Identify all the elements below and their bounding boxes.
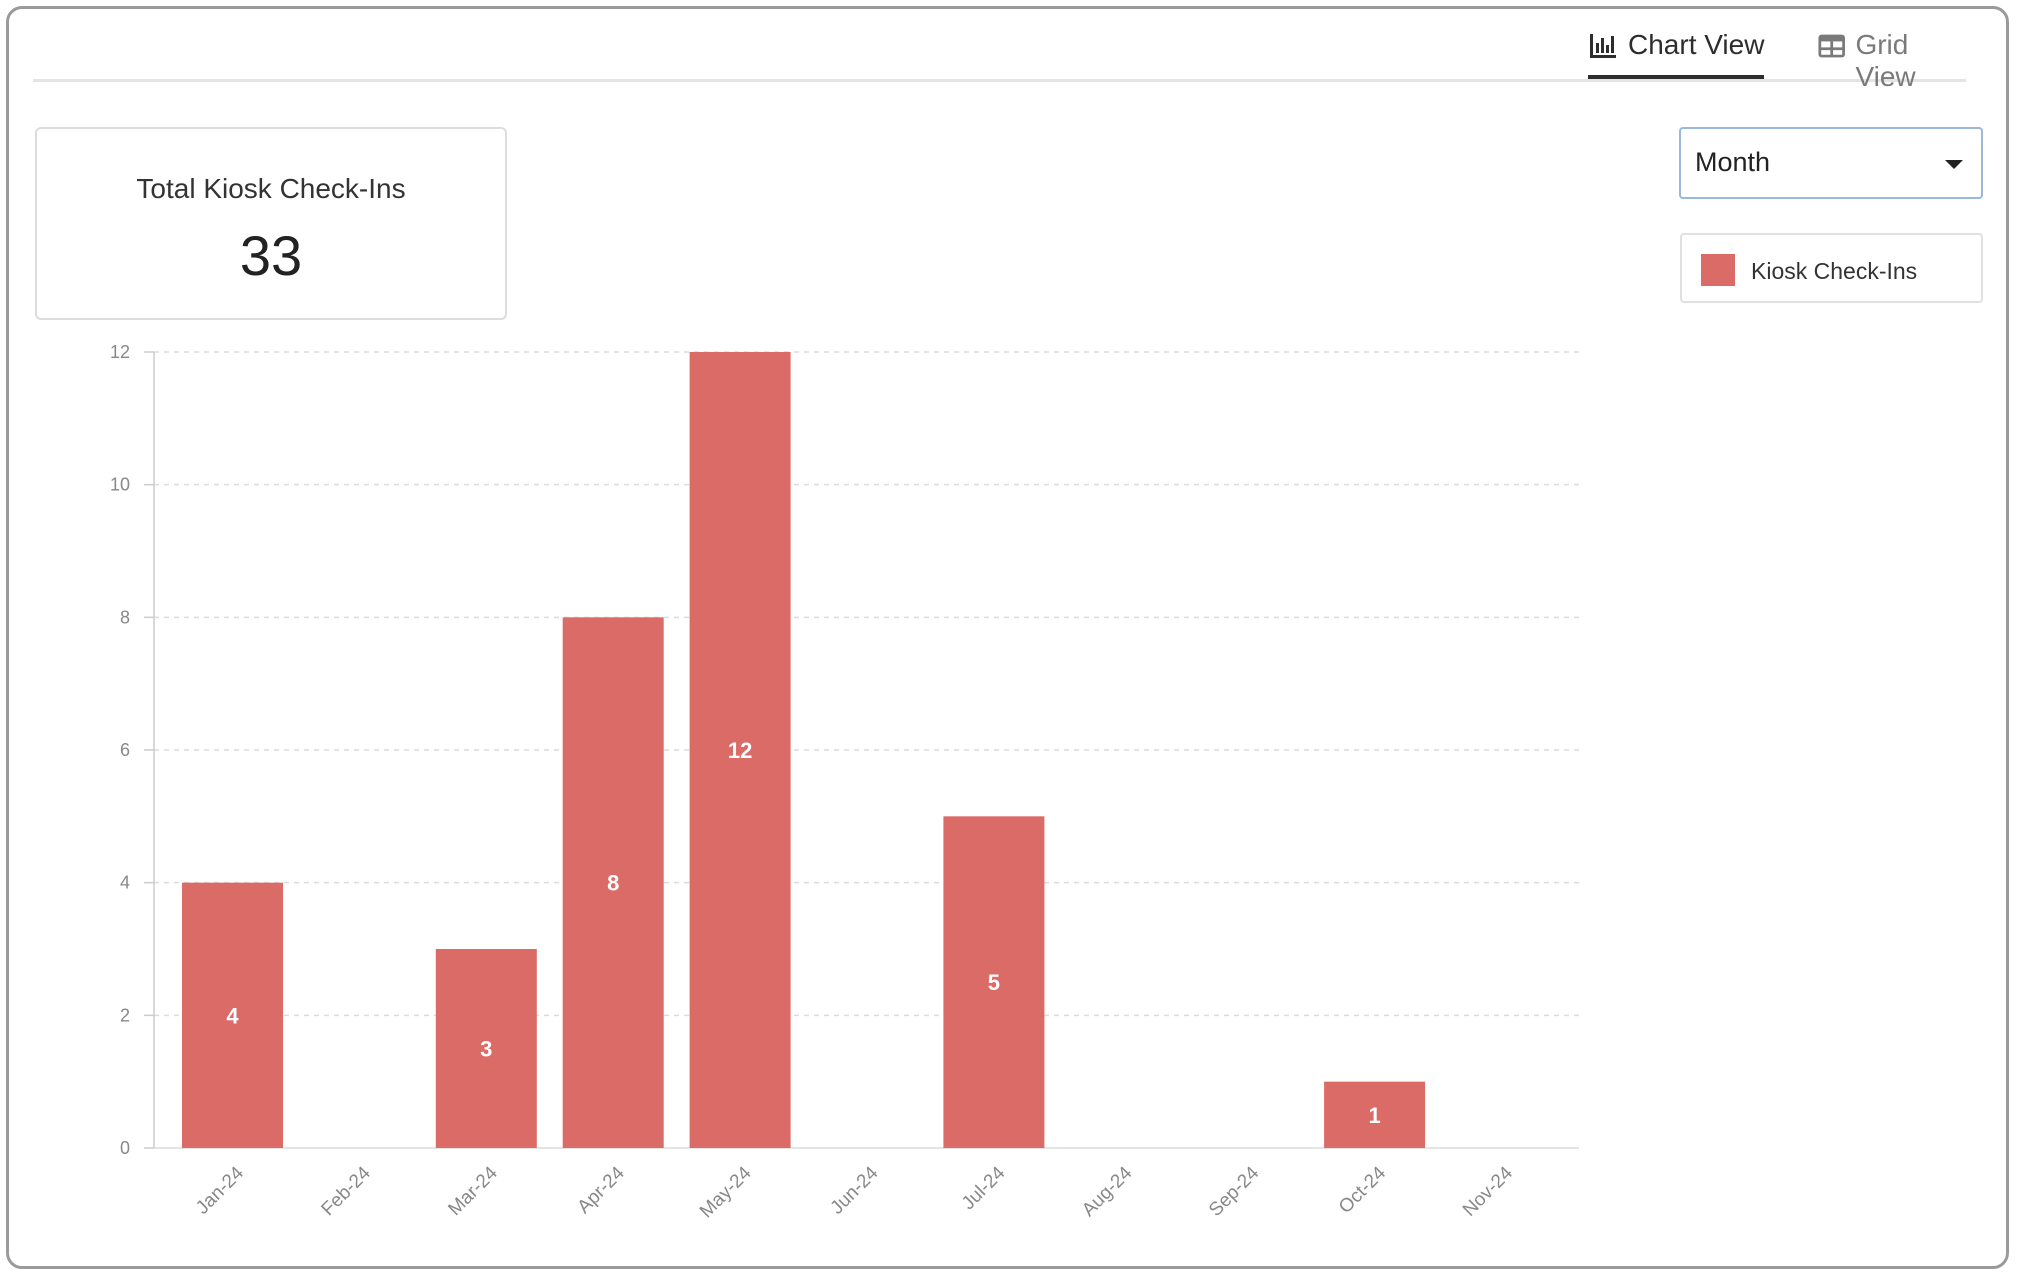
x-tick-label: Aug-24 bbox=[1078, 1162, 1136, 1220]
chevron-down-icon bbox=[1945, 160, 1963, 169]
x-tick-label: Jun-24 bbox=[827, 1162, 883, 1218]
x-tick-label: Nov-24 bbox=[1459, 1162, 1517, 1220]
x-tick-label: Apr-24 bbox=[574, 1162, 629, 1217]
total-kiosk-checkins-card: Total Kiosk Check-Ins 33 bbox=[35, 127, 507, 320]
y-tick-label: 2 bbox=[120, 1005, 130, 1025]
view-tabs: Chart View Grid View bbox=[33, 9, 1966, 92]
bar bbox=[689, 352, 791, 1148]
bar-value-label: 3 bbox=[480, 1037, 492, 1062]
grid-icon bbox=[1818, 34, 1845, 58]
total-card-label: Total Kiosk Check-Ins bbox=[136, 173, 406, 204]
y-tick-label: 8 bbox=[120, 607, 130, 627]
bar-chart-icon bbox=[1590, 34, 1616, 58]
bar bbox=[1324, 1081, 1426, 1148]
period-select[interactable]: Month bbox=[1679, 127, 1983, 199]
bar-value-label: 5 bbox=[988, 970, 1000, 995]
y-tick-label: 0 bbox=[120, 1138, 130, 1158]
x-tick-label: Feb-24 bbox=[318, 1162, 376, 1220]
period-select-value: Month bbox=[1695, 147, 1771, 177]
bar bbox=[943, 816, 1045, 1148]
bar-value-label: 12 bbox=[728, 738, 752, 763]
legend-swatch bbox=[1701, 254, 1735, 286]
x-tick-label: Oct-24 bbox=[1335, 1162, 1390, 1217]
legend-label: Kiosk Check-Ins bbox=[1751, 258, 1918, 284]
kiosk-checkins-bar-chart: 0 2 4 6 8 10 12 4 Jan-24 Feb-24 3 Mar-24 8 Apr-24 12 Ma… bbox=[110, 342, 1579, 1222]
tab-grid-view[interactable]: Grid View bbox=[1818, 29, 1966, 92]
bar-value-label: 1 bbox=[1368, 1103, 1380, 1128]
chart-legend: Kiosk Check-Ins bbox=[1680, 233, 1983, 303]
bar-value-label: 4 bbox=[226, 1003, 239, 1028]
x-tick-label: Mar-24 bbox=[444, 1162, 502, 1220]
y-tick-label: 12 bbox=[110, 342, 130, 362]
x-tick-label: May-24 bbox=[696, 1162, 756, 1222]
x-tick-label: Sep-24 bbox=[1205, 1162, 1263, 1220]
bar bbox=[182, 882, 283, 1148]
bar bbox=[562, 617, 664, 1148]
y-tick-label: 10 bbox=[110, 475, 130, 495]
dashboard-panel: Chart View Grid View Total Kiosk Check-I… bbox=[6, 6, 2009, 1269]
x-tick-label: Jul-24 bbox=[958, 1162, 1010, 1214]
bar-value-label: 8 bbox=[607, 871, 619, 896]
tab-chart-view-label: Chart View bbox=[1628, 29, 1765, 60]
tab-grid-view-label: Grid View bbox=[1855, 29, 1916, 92]
x-tick-label: Jan-24 bbox=[192, 1162, 248, 1218]
y-tick-label: 6 bbox=[120, 740, 130, 760]
bar bbox=[435, 949, 537, 1148]
y-tick-label: 4 bbox=[120, 873, 130, 893]
total-card-value: 33 bbox=[239, 224, 303, 287]
tab-chart-view[interactable]: Chart View bbox=[1588, 29, 1765, 79]
